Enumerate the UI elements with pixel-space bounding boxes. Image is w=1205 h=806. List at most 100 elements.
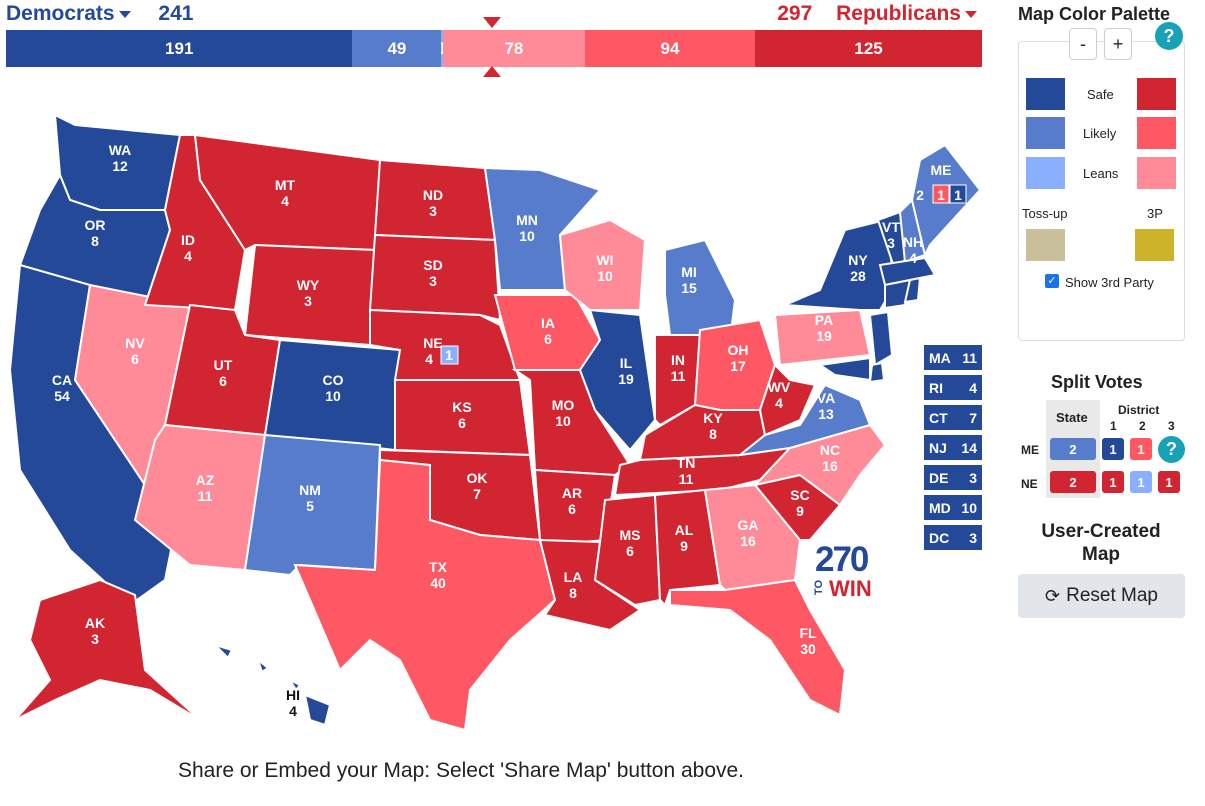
state-ak[interactable] [14, 578, 201, 721]
state-label-wv: WV [768, 379, 791, 395]
state-label-nh: NH [903, 234, 923, 250]
ne-cd1-split[interactable]: 1 [1102, 471, 1124, 493]
small-state-ev: 3 [969, 469, 977, 486]
small-state-ri[interactable]: RI 4 [924, 375, 982, 400]
state-tx[interactable] [293, 458, 557, 732]
swatch-safe-rep[interactable] [1137, 78, 1176, 110]
ne-district-2-box[interactable] [440, 345, 459, 365]
split-row-state: NE [1021, 477, 1038, 491]
show-third-party-checkbox[interactable]: ✓ [1045, 274, 1059, 288]
state-ev-nc: 16 [822, 458, 838, 474]
palette-help-icon[interactable]: ? [1155, 22, 1183, 50]
ev-bar-segment: 94 [584, 30, 756, 67]
small-state-abbr: RI [929, 379, 943, 396]
state-ev-pa: 19 [816, 328, 832, 344]
district-num-3: 3 [1168, 419, 1175, 433]
small-state-de[interactable]: DE 3 [924, 465, 982, 490]
state-de[interactable] [868, 361, 886, 384]
state-mi[interactable] [664, 238, 737, 342]
zoom-in-button[interactable]: + [1104, 28, 1132, 60]
chevron-down-icon[interactable] [965, 10, 977, 18]
state-hi[interactable] [214, 644, 332, 727]
state-ev-co: 10 [325, 388, 341, 404]
state-wv[interactable] [758, 363, 817, 437]
ne-state-split[interactable]: 2 [1050, 471, 1096, 493]
split-help-icon[interactable]: ? [1158, 436, 1185, 463]
me-cd1-split[interactable]: 1 [1102, 438, 1124, 460]
label-safe: Safe [1087, 87, 1114, 102]
state-ev-nv: 6 [131, 351, 139, 367]
label-likely: Likely [1083, 126, 1117, 141]
state-ev-nh: 4 [909, 250, 917, 266]
ne-district-2-votes: 1 [445, 347, 453, 363]
state-label-nm: NM [299, 482, 321, 498]
state-ev-id: 4 [184, 248, 192, 264]
small-state-abbr: DC [929, 529, 950, 546]
ne-cd3-split[interactable]: 1 [1158, 471, 1180, 493]
state-ri[interactable] [903, 276, 922, 304]
swatch-likely-rep[interactable] [1137, 117, 1176, 149]
me-district-boxes: 2 1 1 [916, 184, 967, 204]
zoom-out-button[interactable]: - [1069, 28, 1097, 60]
me-district-1-box[interactable] [949, 184, 967, 204]
label-tossup: Toss-up [1022, 206, 1068, 221]
swatch-safe-dem[interactable] [1026, 78, 1065, 110]
swatch-tossup[interactable] [1026, 229, 1065, 261]
majority-marker-bottom-icon [483, 66, 501, 77]
reset-map-button[interactable]: ⟳ Reset Map [1018, 574, 1185, 618]
state-ev-sd: 3 [429, 273, 437, 289]
democrats-header[interactable]: Democrats 241 [6, 2, 193, 26]
state-ev-in: 11 [671, 368, 686, 384]
state-sd[interactable] [368, 233, 502, 322]
ev-bar-segment: 49 [352, 30, 442, 67]
republicans-total: 297 [777, 2, 813, 25]
district-num-1: 1 [1110, 419, 1117, 433]
swatch-third-party[interactable] [1135, 229, 1174, 261]
swatch-likely-dem[interactable] [1026, 117, 1065, 149]
state-label-az: AZ [196, 472, 215, 488]
state-ev-az: 11 [198, 488, 213, 504]
state-label-ny: NY [848, 252, 868, 268]
democrats-label[interactable]: Democrats [6, 2, 115, 25]
small-state-dc[interactable]: DC 3 [924, 525, 982, 550]
palette-title: Map Color Palette [1018, 4, 1171, 24]
small-state-ma[interactable]: MA 11 [924, 345, 982, 370]
state-wi[interactable] [558, 218, 647, 311]
state-ev-ny: 28 [850, 268, 866, 284]
ev-bar-segment: 78 [443, 30, 585, 67]
small-state-ct[interactable]: CT 7 [924, 405, 982, 430]
state-ev-vt: 3 [887, 235, 895, 251]
palette-panel: - + ? Safe Likely Leans Toss-up 3P [1018, 22, 1185, 341]
state-il[interactable] [578, 308, 657, 452]
ne-cd2-split[interactable]: 1 [1130, 471, 1152, 493]
state-label-vt: VT [882, 219, 900, 235]
state-label-la: LA [564, 569, 583, 585]
swatch-leans-rep[interactable] [1137, 157, 1176, 189]
state-ev-ks: 6 [458, 415, 466, 431]
state-ev-mn: 10 [519, 228, 535, 244]
state-label-wi: WI [596, 252, 613, 268]
state-ma[interactable] [878, 256, 937, 287]
republicans-header[interactable]: 297 Republicans [777, 2, 981, 26]
state-ev-oh: 17 [730, 358, 746, 374]
logo-to: TO [813, 580, 825, 596]
republicans-label[interactable]: Republicans [836, 2, 961, 25]
small-state-md[interactable]: MD 10 [924, 495, 982, 520]
state-md[interactable] [817, 356, 871, 382]
me-district-2-box[interactable] [932, 184, 950, 204]
state-nj[interactable] [868, 310, 894, 367]
state-label-ca: CA [52, 372, 72, 388]
state-label-nd: ND [423, 187, 443, 203]
state-fl[interactable] [669, 578, 847, 717]
state-ny[interactable] [784, 218, 897, 311]
chevron-down-icon[interactable] [118, 10, 131, 18]
me-state-split[interactable]: 2 [1050, 438, 1096, 460]
state-ev-ky: 8 [709, 426, 717, 442]
state-pa[interactable] [773, 308, 872, 367]
state-label-mt: MT [275, 177, 296, 193]
state-ct[interactable] [884, 278, 912, 310]
logo-number: 270 [815, 540, 869, 579]
swatch-leans-dem[interactable] [1026, 157, 1065, 189]
me-cd2-split[interactable]: 1 [1130, 438, 1152, 460]
small-state-nj[interactable]: NJ 14 [924, 435, 982, 460]
